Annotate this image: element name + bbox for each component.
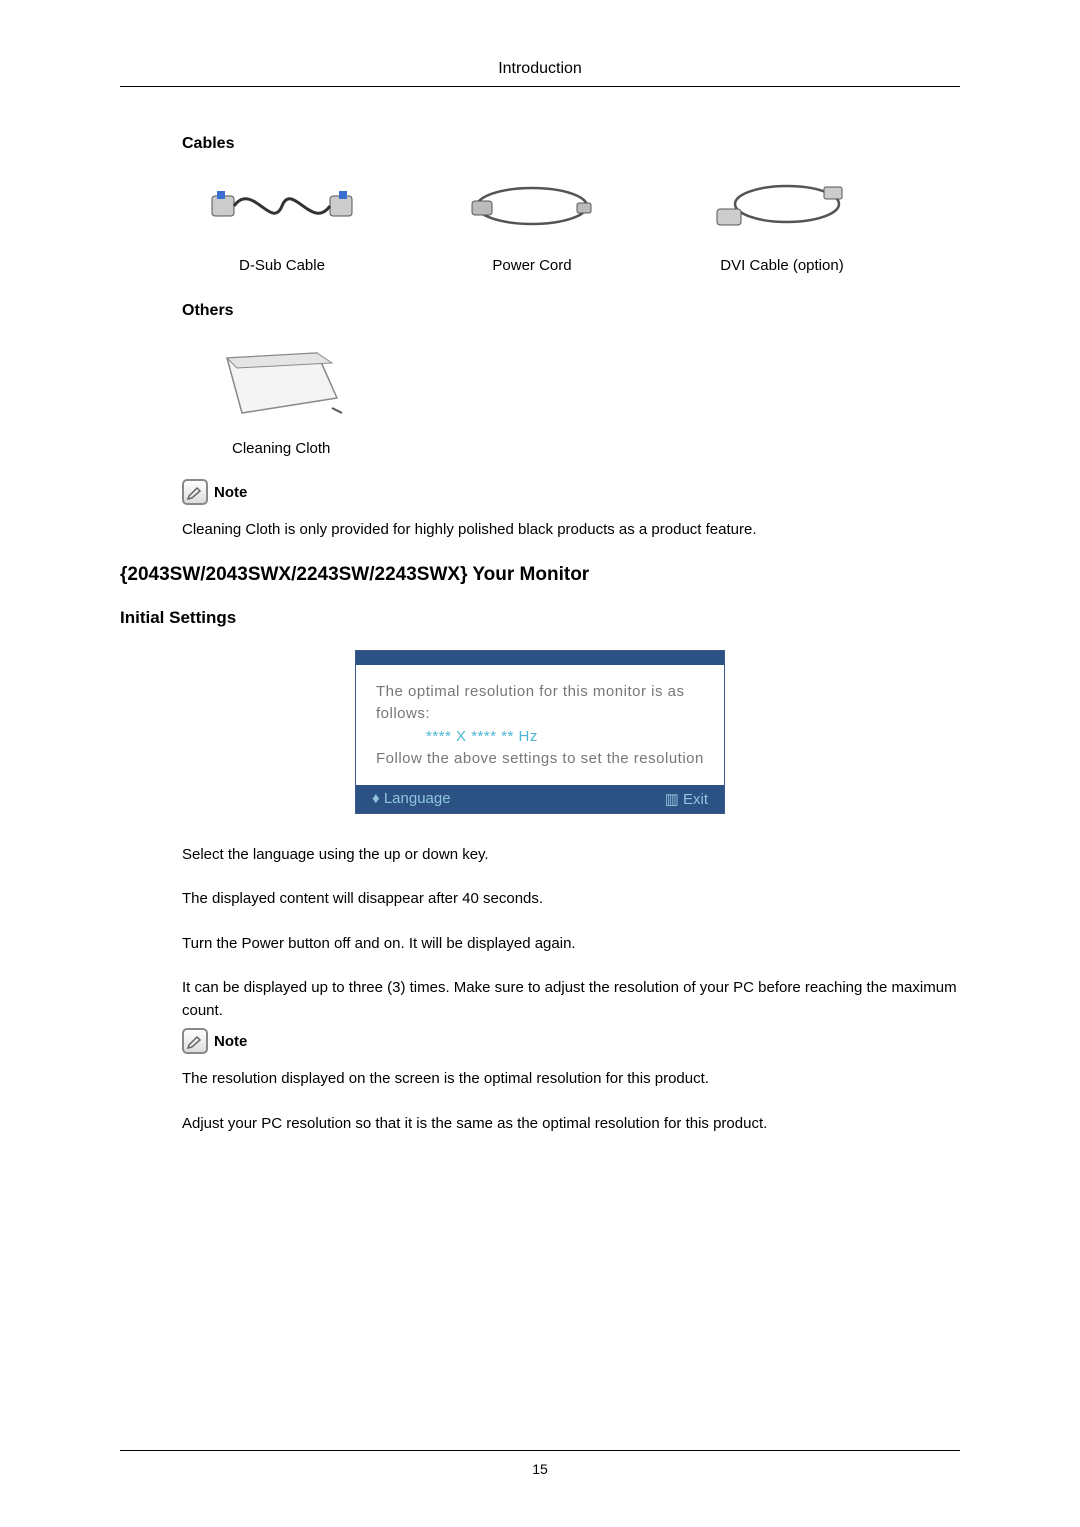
- osd-dialog: The optimal resolution for this monitor …: [355, 650, 725, 814]
- cable-item-dsub: D-Sub Cable: [182, 171, 382, 274]
- note2-p2: Adjust your PC resolution so that it is …: [182, 1113, 960, 1136]
- body-p3: Turn the Power button off and on. It wil…: [182, 933, 960, 956]
- note-icon: [182, 1028, 208, 1054]
- dsub-cable-image: [202, 171, 362, 241]
- note2-p1: The resolution displayed on the screen i…: [182, 1068, 960, 1091]
- body-p2: The displayed content will disappear aft…: [182, 888, 960, 911]
- others-heading: Others: [182, 302, 960, 320]
- cloth-caption: Cleaning Cloth: [232, 440, 960, 457]
- note-icon: [182, 479, 208, 505]
- note1-text: Cleaning Cloth is only provided for high…: [182, 519, 960, 542]
- note-label-2: Note: [214, 1033, 247, 1050]
- osd-resolution: **** X **** ** Hz: [376, 726, 704, 749]
- power-cord-image: [452, 171, 612, 241]
- cleaning-cloth-image: [202, 338, 352, 428]
- cable-item-dvi: DVI Cable (option): [682, 171, 882, 274]
- osd-language: ♦ Language: [372, 790, 451, 807]
- cable-item-power: Power Cord: [432, 171, 632, 274]
- cables-row: D-Sub Cable Power Cord DVI Cable (opti: [182, 171, 960, 274]
- osd-top-bar: [356, 651, 724, 665]
- osd-line2: Follow the above settings to set the res…: [376, 748, 704, 771]
- others-section: Others Cleaning Cloth: [182, 302, 960, 457]
- power-caption: Power Cord: [432, 257, 632, 274]
- note-label-1: Note: [214, 484, 247, 501]
- cables-heading: Cables: [182, 135, 960, 153]
- initial-settings-heading: Initial Settings: [120, 608, 960, 628]
- dvi-cable-image: [702, 171, 862, 241]
- body-p4: It can be displayed up to three (3) time…: [182, 977, 960, 1022]
- footer: 15: [120, 1450, 960, 1477]
- body-p1: Select the language using the up or down…: [182, 844, 960, 867]
- page-header: Introduction: [120, 60, 960, 87]
- osd-exit: ▥ Exit: [665, 790, 708, 808]
- osd-line1: The optimal resolution for this monitor …: [376, 681, 704, 726]
- dsub-caption: D-Sub Cable: [182, 257, 382, 274]
- note-row-2: Note: [182, 1028, 960, 1054]
- model-heading: {2043SW/2043SWX/2243SW/2243SWX} Your Mon…: [120, 564, 960, 586]
- note-row-1: Note: [182, 479, 960, 505]
- osd-content: The optimal resolution for this monitor …: [356, 665, 724, 785]
- dvi-caption: DVI Cable (option): [682, 257, 882, 274]
- osd-bottom-bar: ♦ Language ▥ Exit: [356, 785, 724, 813]
- page-number: 15: [532, 1461, 548, 1477]
